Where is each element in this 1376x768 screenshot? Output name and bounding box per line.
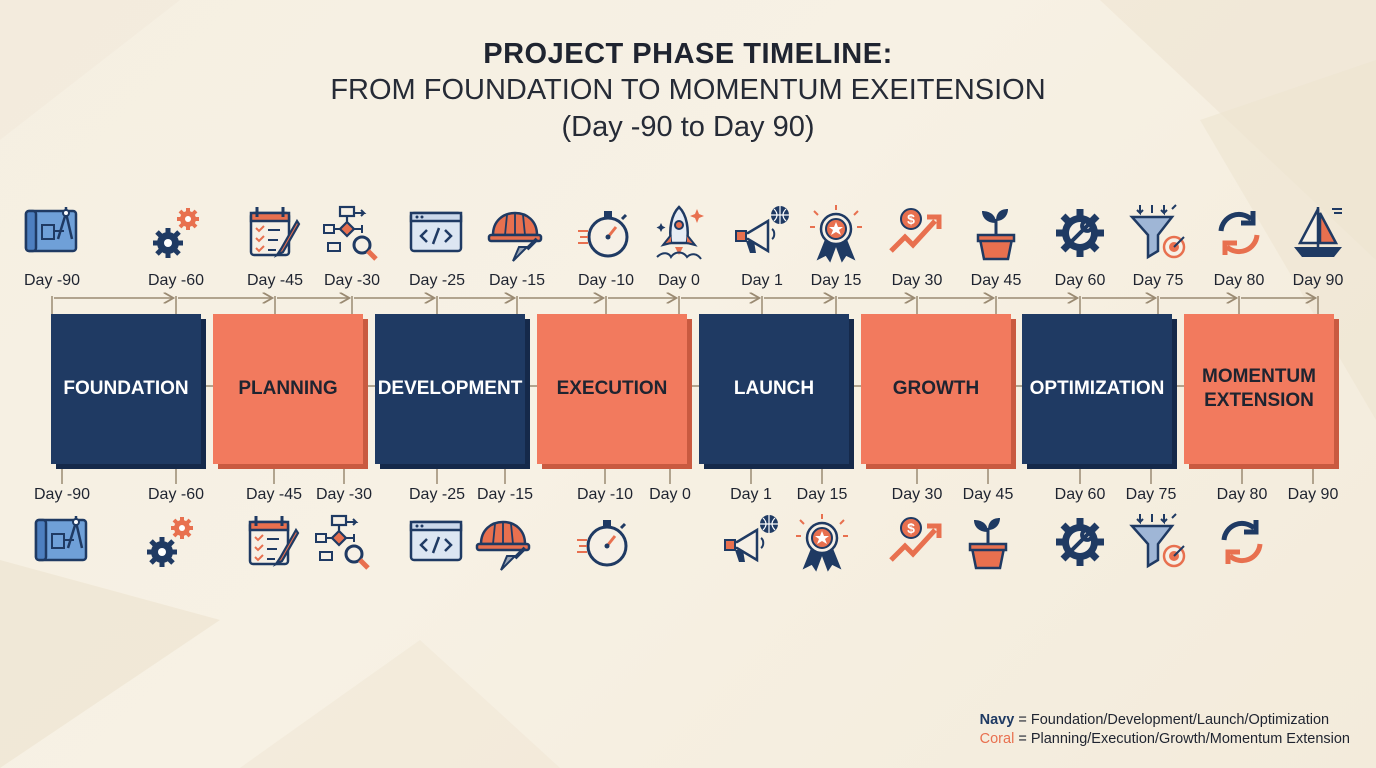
top-day-label: Day -60 [147,272,205,289]
rocket-icon [649,203,709,263]
top-day-label: Day 80 [1213,272,1265,289]
title-block: PROJECT PHASE TIMELINE: FROM FOUNDATION … [0,36,1376,146]
hardhat-trowel-icon [475,512,535,572]
top-day-label: Day -15 [488,272,546,289]
gears-icon [140,512,200,572]
gears-icon [146,203,206,263]
code-window-icon [407,203,467,263]
page-title: PROJECT PHASE TIMELINE: [483,38,893,70]
top-day-label: Day 90 [1292,272,1344,289]
code-window-icon [407,512,467,572]
growth-arrow-dollar-icon: $ [887,203,947,263]
phase-foundation: FOUNDATION [51,314,201,464]
top-day-label: Day 30 [891,272,943,289]
award-ribbon-icon [806,203,866,263]
bottom-day-label: Day 75 [1125,486,1177,503]
phase-execution: EXECUTION [537,314,687,464]
top-day-label: Day 15 [810,272,862,289]
flowchart-search-icon [314,512,374,572]
phase-optimization: OPTIMIZATION [1022,314,1172,464]
megaphone-globe-icon [732,203,792,263]
sailboat-icon [1288,203,1348,263]
gear-wrench-icon [1050,203,1110,263]
megaphone-globe-icon [721,512,781,572]
flowchart-search-icon [322,203,382,263]
svg-text:$: $ [907,211,915,227]
bottom-day-label: Day -60 [147,486,205,503]
top-day-label: Day 1 [741,272,783,289]
bottom-day-label: Day -30 [315,486,373,503]
plant-pot-icon [958,512,1018,572]
calendar-checklist-icon [245,203,305,263]
phase-launch: LAUNCH [699,314,849,464]
bottom-day-label: Day 1 [730,486,772,503]
top-day-label: Day 75 [1132,272,1184,289]
legend-coral: Coral = Planning/Execution/Growth/Moment… [979,731,1350,747]
funnel-target-icon [1128,512,1188,572]
phase-momentum-extension: MOMENTUM EXTENSION [1184,314,1334,464]
bottom-day-label: Day -15 [476,486,534,503]
funnel-target-icon [1128,203,1188,263]
stopwatch-icon [575,512,635,572]
blueprint-icon [22,203,82,263]
date-range: (Day -90 to Day 90) [561,111,815,143]
bottom-day-label: Day 60 [1054,486,1106,503]
legend: Navy = Foundation/Development/Launch/Opt… [980,711,1350,749]
bottom-day-label: Day -45 [245,486,303,503]
bottom-day-label: Day 15 [796,486,848,503]
growth-arrow-dollar-icon: $ [887,512,947,572]
award-ribbon-icon [792,512,852,572]
bottom-day-label: Day 0 [649,486,691,503]
top-day-label: Day -45 [246,272,304,289]
top-day-label: Day -10 [577,272,635,289]
hardhat-trowel-icon [487,203,547,263]
refresh-cycle-icon [1212,512,1272,572]
refresh-cycle-icon [1209,203,1269,263]
top-day-label: Day -25 [408,272,466,289]
bottom-day-label: Day 45 [962,486,1014,503]
page-subtitle: FROM FOUNDATION TO MOMENTUM EXEITENSION [330,74,1046,106]
blueprint-icon [32,512,92,572]
top-day-label: Day -30 [323,272,381,289]
stopwatch-icon [576,203,636,263]
phase-growth: GROWTH [861,314,1011,464]
top-day-label: Day 60 [1054,272,1106,289]
calendar-checklist-icon [244,512,304,572]
top-day-label: Day -90 [23,272,81,289]
bottom-day-label: Day -25 [408,486,466,503]
svg-text:$: $ [907,520,915,536]
phase-development: DEVELOPMENT [375,314,525,464]
top-day-label: Day 0 [658,272,700,289]
gear-wrench-icon [1050,512,1110,572]
plant-pot-icon [966,203,1026,263]
bottom-day-label: Day -90 [33,486,91,503]
legend-navy: Navy = Foundation/Development/Launch/Opt… [979,712,1330,728]
bottom-day-label: Day -10 [576,486,634,503]
bottom-day-label: Day 90 [1287,486,1339,503]
phase-planning: PLANNING [213,314,363,464]
bottom-day-label: Day 80 [1216,486,1268,503]
bottom-day-label: Day 30 [891,486,943,503]
top-day-label: Day 45 [970,272,1022,289]
